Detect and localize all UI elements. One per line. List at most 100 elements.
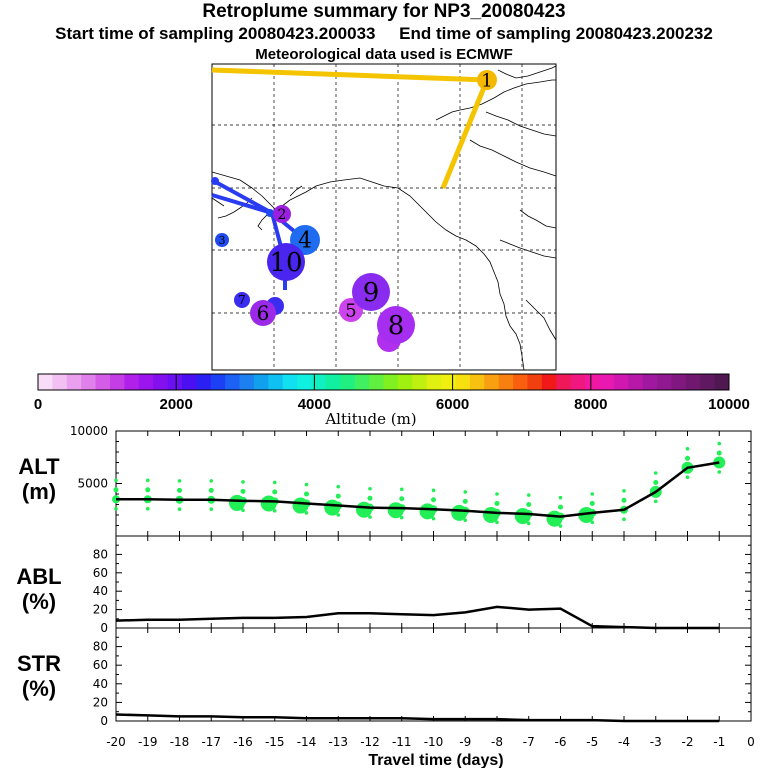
colorbar-swatch: [225, 374, 240, 390]
alt-marker: [145, 478, 150, 483]
x-tick-label: -5: [586, 735, 598, 749]
x-tick-label: -17: [201, 735, 221, 749]
alt-marker: [208, 487, 214, 493]
x-axis-title: Travel time (days): [368, 752, 503, 768]
colorbar-swatch: [52, 374, 68, 390]
colorbar-swatch: [527, 374, 543, 390]
abl-label: ABL: [16, 564, 61, 589]
colorbar-swatch: [95, 374, 111, 390]
colorbar-swatch: [714, 374, 730, 390]
colorbar-swatch: [167, 374, 183, 390]
x-tick-label: -9: [459, 735, 471, 749]
cluster-1-marker: [477, 70, 497, 90]
alt-marker: [177, 487, 182, 493]
colorbar-swatch: [412, 374, 428, 390]
alt-marker: [578, 507, 595, 523]
colorbar-swatch: [282, 374, 298, 390]
alt-marker: [653, 499, 658, 504]
colorbar-swatch: [66, 374, 82, 390]
alt-marker: [463, 518, 468, 523]
str-line: [115, 713, 720, 723]
cluster-9-marker: [352, 273, 390, 311]
alt-marker: [356, 501, 372, 518]
x-tick-label: -12: [360, 735, 380, 749]
alt-marker: [419, 503, 436, 520]
y-tick-label: 60: [93, 658, 108, 672]
alt-marker: [114, 478, 118, 483]
str-panel-frame: [115, 627, 752, 722]
x-tick-label: -18: [170, 735, 190, 749]
x-tick-label: -10: [424, 735, 444, 749]
alt-marker: [685, 447, 690, 451]
alt-marker: [431, 516, 436, 521]
x-tick-label: -1: [713, 735, 725, 749]
alt-marker: [622, 489, 626, 493]
alt-marker: [387, 502, 404, 519]
colorbar-swatch: [383, 374, 399, 390]
colorbar-swatch: [599, 374, 615, 390]
alt-marker: [558, 524, 563, 528]
alt-marker: [514, 508, 531, 525]
colorbar-swatch: [397, 374, 413, 390]
cluster-9-label: 9: [363, 278, 380, 308]
track-segment-recent: [440, 79, 490, 189]
cluster-8-label: 8: [388, 311, 405, 341]
alt-marker: [717, 470, 722, 474]
abl-unit-label: (%): [22, 589, 56, 614]
alt-marker: [546, 510, 563, 527]
alt-marker: [685, 455, 690, 461]
colorbar-swatch: [556, 374, 572, 390]
cluster-2-label: 2: [278, 207, 287, 223]
alt-marker: [336, 513, 341, 517]
cluster-1-label: 1: [481, 70, 492, 91]
y-tick-label: 60: [93, 566, 108, 580]
x-tick-label: -20: [106, 735, 126, 749]
cluster-4-label: 4: [298, 229, 312, 254]
colorbar-swatch: [498, 374, 514, 390]
alt-marker: [272, 489, 278, 495]
alt-marker: [558, 495, 563, 500]
alt-marker: [399, 515, 404, 520]
cluster-plume-blob: [266, 209, 274, 217]
colorbar-swatch: [38, 374, 53, 390]
y-tick-label: 80: [93, 640, 108, 654]
cluster-10-marker: [267, 243, 305, 281]
alt-marker: [240, 488, 246, 494]
colorbar-swatch: [181, 374, 197, 390]
alt-marker: [292, 497, 309, 514]
alt-marker: [526, 521, 531, 526]
alt-marker: [229, 494, 245, 511]
colorbar-swatch: [297, 374, 312, 390]
track-endpoint: [211, 177, 219, 185]
colorbar-swatch: [513, 374, 528, 390]
colorbar-swatch: [253, 374, 269, 390]
y-tick-label: 80: [93, 547, 108, 561]
colorbar-swatch: [325, 374, 341, 390]
colorbar-swatch: [585, 374, 600, 390]
y-tick-label: 10000: [70, 424, 108, 438]
colorbar-tick-label: 10000: [708, 396, 750, 413]
alt-marker: [399, 487, 404, 492]
x-tick-label: -8: [491, 735, 503, 749]
alt-marker: [495, 520, 499, 525]
alt-marker: [209, 479, 214, 483]
alt-marker: [336, 484, 341, 489]
abl-line: [115, 605, 720, 630]
colorbar-swatch: [426, 374, 442, 390]
alt-marker: [177, 507, 182, 512]
cluster-7-marker: [234, 292, 250, 308]
colorbar-swatch: [153, 374, 168, 390]
y-tick-label: 40: [93, 584, 108, 598]
x-tick-label: -19: [138, 735, 158, 749]
colorbar-swatch: [268, 374, 284, 390]
alt-marker: [145, 506, 150, 511]
alt-marker: [495, 492, 499, 496]
alt-marker: [590, 492, 595, 496]
colorbar-tick-label: 4000: [298, 396, 331, 413]
alt-marker: [241, 508, 245, 513]
cluster-3-label: 3: [219, 234, 226, 247]
alt-unit-label: (m): [22, 479, 56, 504]
cluster-6-marker: [250, 300, 276, 326]
str-label: STR: [17, 651, 61, 676]
